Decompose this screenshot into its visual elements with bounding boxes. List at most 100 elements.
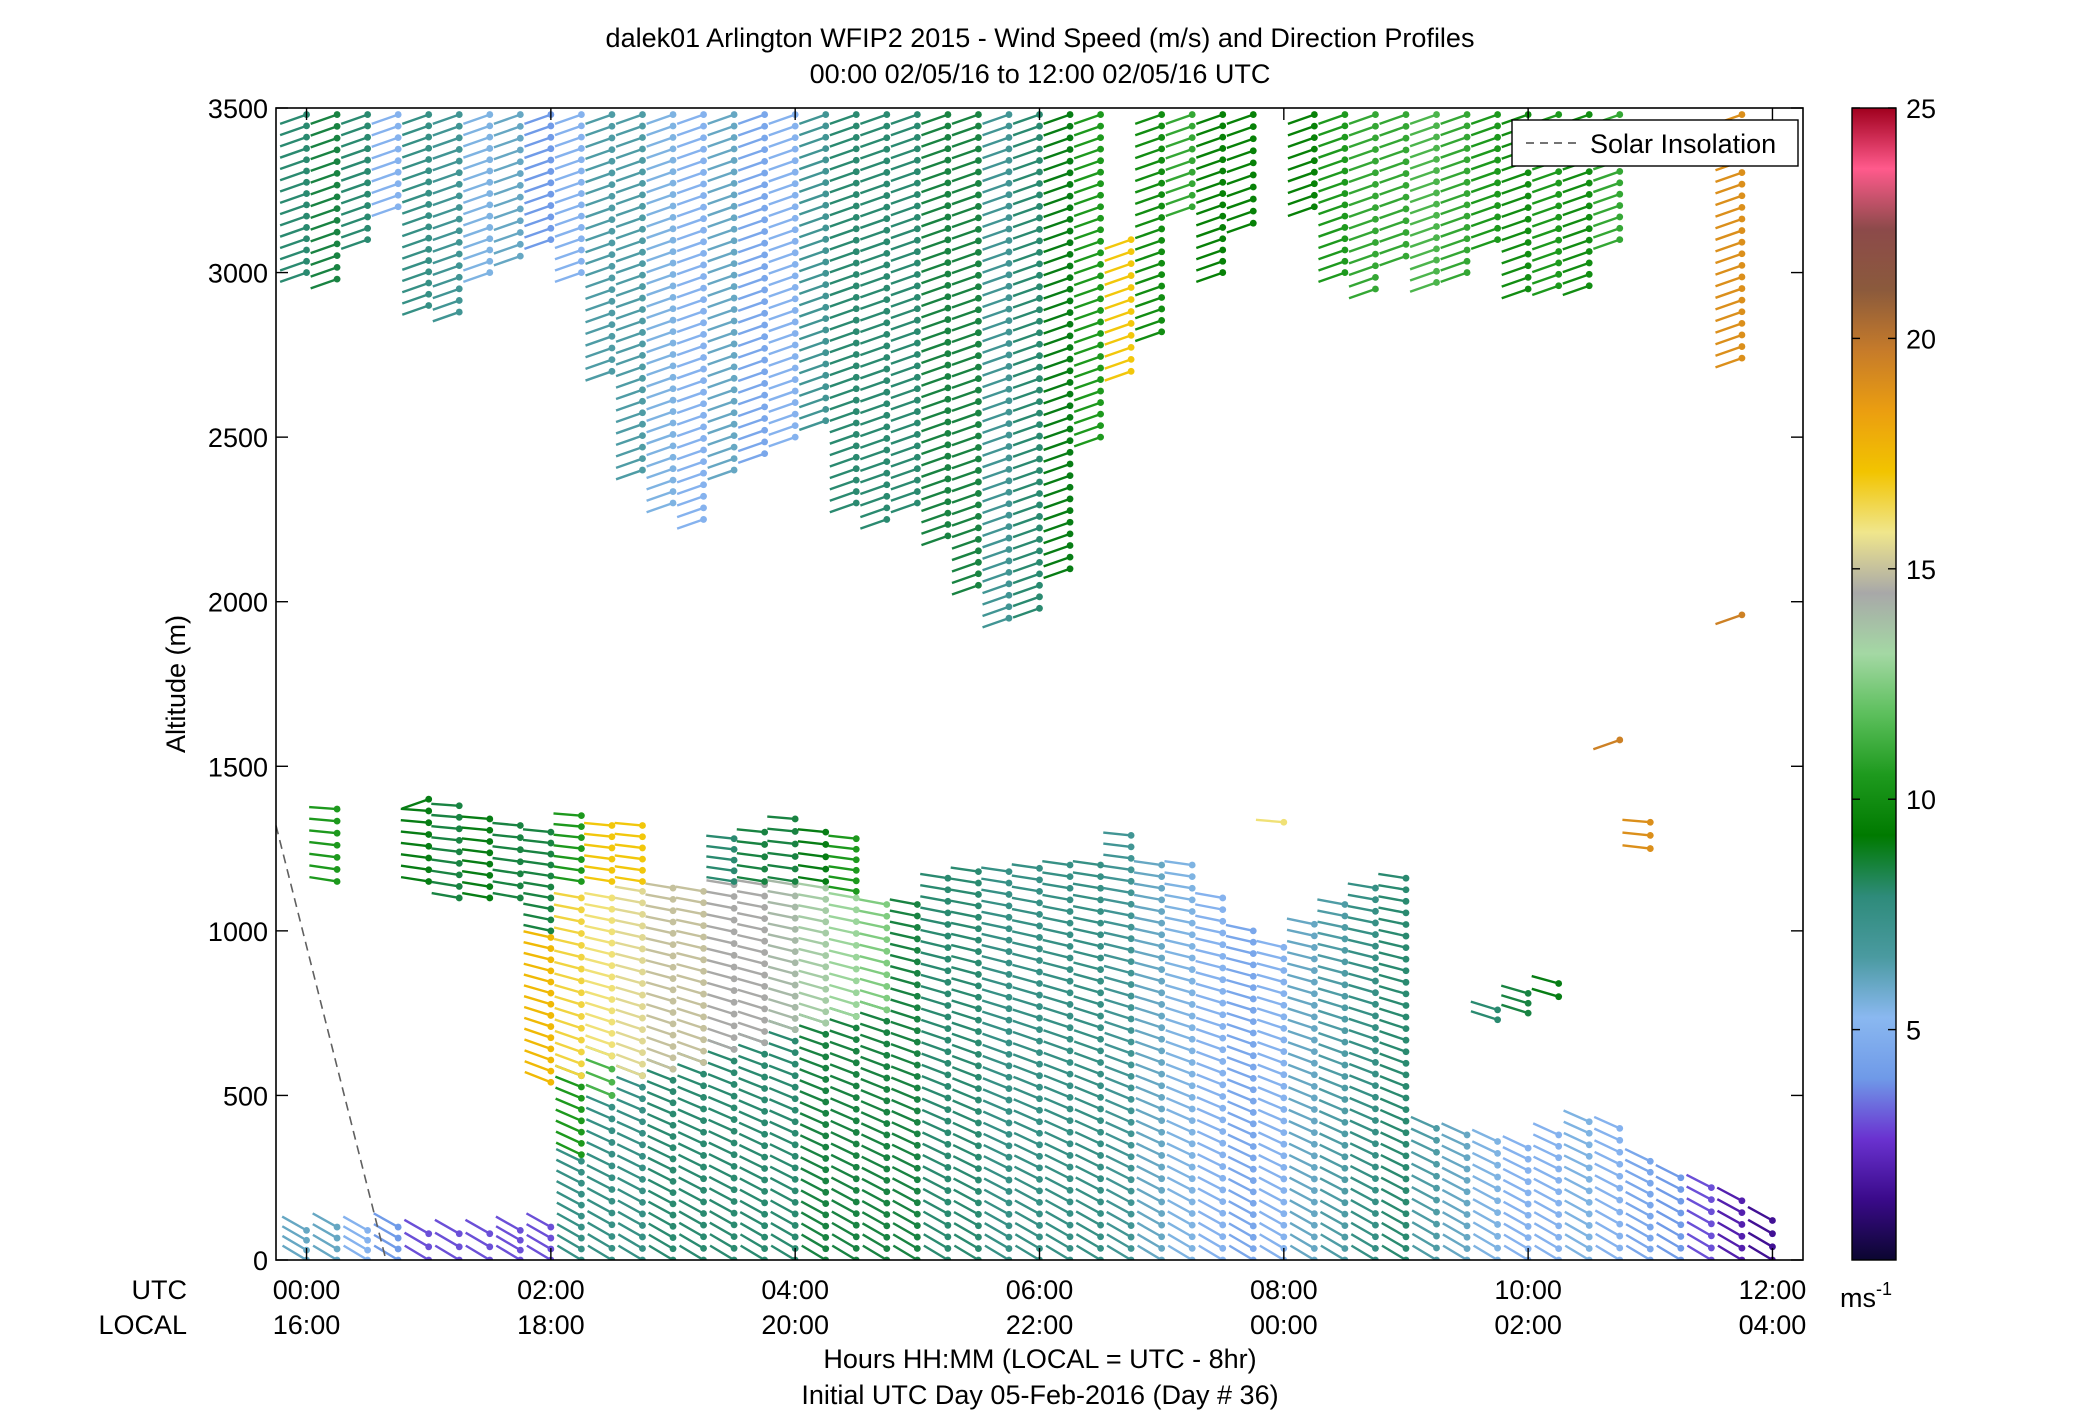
- wind-barb-dot: [1189, 1164, 1196, 1171]
- wind-barb-shaft: [555, 115, 581, 124]
- wind-barb-dot: [883, 250, 890, 257]
- wind-barb: [891, 1066, 921, 1079]
- wind-barb-dot: [456, 825, 463, 832]
- wind-barb-shaft: [983, 1101, 1009, 1112]
- wind-barb-shaft: [860, 415, 886, 424]
- wind-barb-dot: [578, 213, 585, 220]
- wind-barb-dot: [792, 434, 799, 441]
- wind-barb-dot: [425, 855, 432, 862]
- wind-barb: [1135, 237, 1165, 250]
- wind-barb: [1013, 249, 1043, 262]
- wind-barb-dot: [609, 917, 616, 924]
- wind-barb-dot: [1067, 943, 1074, 950]
- wind-barb-shaft: [402, 283, 428, 292]
- wind-barb-shaft: [1043, 1019, 1070, 1028]
- wind-barb: [647, 123, 677, 136]
- wind-barb-shaft: [646, 949, 673, 956]
- wind-barb-shaft: [800, 1058, 826, 1068]
- wind-barb: [1136, 1064, 1166, 1077]
- wind-barb: [737, 865, 768, 872]
- wind-barb-shaft: [677, 288, 703, 297]
- wind-barb: [309, 865, 340, 872]
- wind-barb-dot: [975, 260, 982, 267]
- wind-barb-dot: [761, 878, 768, 885]
- wind-barb-shaft: [554, 905, 582, 910]
- wind-barb-shaft: [769, 345, 795, 354]
- wind-barb-shaft: [983, 446, 1009, 455]
- wind-barb: [586, 298, 616, 311]
- wind-barb-dot: [853, 1036, 860, 1043]
- wind-barb-dot: [792, 146, 799, 153]
- wind-barb-shaft: [953, 1145, 978, 1157]
- wind-barb-shaft: [893, 1189, 918, 1202]
- wind-barb-shaft: [891, 206, 917, 215]
- wind-barb-dot: [1006, 489, 1013, 496]
- wind-barb-dot: [700, 911, 707, 918]
- wind-barb-shaft: [584, 823, 612, 826]
- wind-barb-dot: [944, 134, 951, 141]
- wind-barb: [1013, 1010, 1043, 1022]
- wind-barb-dot: [578, 1213, 585, 1220]
- wind-barb-shaft: [709, 1165, 734, 1178]
- wind-barb-shaft: [799, 1047, 825, 1057]
- wind-barb-shaft: [861, 1123, 886, 1135]
- wind-barb-shaft: [1075, 1087, 1101, 1098]
- wind-barb-dot: [334, 158, 341, 165]
- wind-barb-dot: [1189, 1140, 1196, 1147]
- wind-barb: [402, 179, 432, 192]
- wind-barb-shaft: [586, 278, 612, 287]
- wind-barb-shaft: [524, 171, 550, 180]
- wind-barb-shaft: [677, 184, 703, 193]
- wind-barb-dot: [1158, 123, 1165, 130]
- wind-barb-shaft: [554, 973, 581, 980]
- wind-barb-dot: [547, 1057, 554, 1064]
- wind-barb-shaft: [1044, 219, 1070, 228]
- wind-barb-shaft: [523, 914, 550, 920]
- wind-barb: [708, 386, 738, 399]
- wind-barb-shaft: [924, 1223, 948, 1237]
- wind-barb: [1166, 123, 1196, 136]
- wind-barb-dot: [670, 180, 677, 187]
- wind-barb: [676, 898, 707, 906]
- wind-barb-dot: [944, 316, 951, 323]
- wind-barb: [983, 157, 1013, 170]
- wind-barb: [586, 356, 616, 369]
- wind-barb-dot: [822, 1166, 829, 1173]
- wind-barb-shaft: [952, 459, 978, 468]
- wind-barb-dot: [547, 934, 554, 941]
- wind-barb-dot: [700, 227, 707, 234]
- wind-barb: [677, 1031, 707, 1043]
- wind-barb-dot: [1097, 955, 1104, 962]
- wind-barb: [493, 858, 524, 865]
- wind-barb-shaft: [768, 945, 795, 952]
- wind-barb-shaft: [1044, 464, 1070, 473]
- wind-barb: [891, 123, 921, 136]
- wind-barb: [1104, 910, 1135, 919]
- wind-barb-shaft: [706, 836, 734, 839]
- wind-barb: [433, 309, 463, 322]
- wind-barb: [1042, 861, 1073, 868]
- wind-barb-dot: [1189, 1152, 1196, 1159]
- wind-barb: [860, 447, 890, 460]
- wind-barb-shaft: [1044, 1075, 1070, 1085]
- wind-barb: [860, 423, 890, 436]
- wind-barb: [372, 203, 402, 216]
- wind-barb: [1074, 1064, 1104, 1077]
- wind-barb-shaft: [431, 815, 459, 817]
- wind-barb-dot: [944, 921, 951, 928]
- wind-barb: [1196, 995, 1226, 1006]
- wind-barb-shaft: [1104, 977, 1131, 985]
- wind-barb-shaft: [860, 438, 886, 447]
- wind-barb-dot: [975, 295, 982, 302]
- wind-barb-dot: [1189, 955, 1196, 962]
- wind-barb: [555, 997, 585, 1008]
- wind-barb-shaft: [954, 1212, 978, 1226]
- wind-barb-dot: [547, 145, 554, 152]
- wind-barb-dot: [914, 1130, 921, 1137]
- wind-barb: [677, 975, 707, 986]
- wind-barb: [462, 893, 493, 901]
- wind-barb: [952, 192, 982, 205]
- wind-barb: [554, 962, 584, 972]
- wind-barb-dot: [792, 926, 799, 933]
- wind-barb-shaft: [1074, 1019, 1101, 1028]
